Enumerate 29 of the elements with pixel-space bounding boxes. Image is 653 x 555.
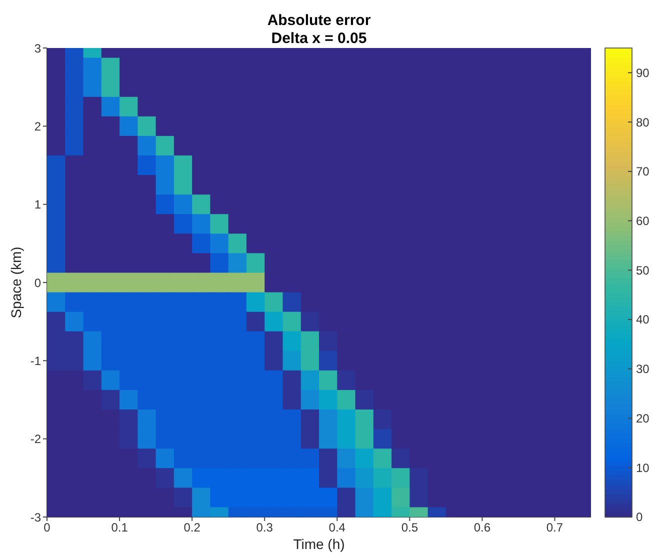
- color-bar-label: 90: [636, 66, 650, 80]
- y-tick-label: 3: [34, 41, 42, 56]
- color-bar-label: 50: [636, 263, 650, 278]
- chart-subtitle: Delta x = 0.05: [270, 30, 368, 48]
- y-tick-label: 1: [34, 198, 42, 212]
- x-tick-label: 0.3: [256, 520, 274, 535]
- x-tick-label: 0.1: [111, 520, 128, 535]
- y-axis-title: Space (km): [8, 246, 24, 318]
- color-bar-label: 80: [636, 115, 650, 130]
- color-bar-label: 30: [636, 362, 650, 376]
- x-tick-label: 0.4: [328, 520, 346, 535]
- color-bar-label: 0: [636, 510, 643, 524]
- x-tick-label: 0.7: [546, 520, 564, 535]
- x-tick-label: 0.2: [184, 520, 201, 535]
- color-bar-label: 60: [636, 214, 650, 228]
- y-tick-label: -1: [30, 354, 42, 368]
- y-tick-label: 0: [34, 276, 42, 290]
- color-bar-label: 20: [636, 411, 650, 426]
- y-tick-label: 2: [34, 119, 42, 134]
- x-tick-label: 0: [44, 520, 51, 535]
- color-bar-label: 40: [636, 312, 650, 327]
- chart-title: Absolute error: [266, 12, 372, 30]
- x-tick-label: 0.5: [401, 520, 418, 535]
- y-tick-label: -3: [30, 510, 42, 524]
- y-tick-label: -2: [30, 432, 42, 446]
- x-tick-label: 0.6: [474, 520, 491, 535]
- color-bar-label: 10: [636, 460, 650, 475]
- x-axis-title: Time (h): [293, 536, 345, 552]
- color-bar-label: 70: [636, 164, 650, 179]
